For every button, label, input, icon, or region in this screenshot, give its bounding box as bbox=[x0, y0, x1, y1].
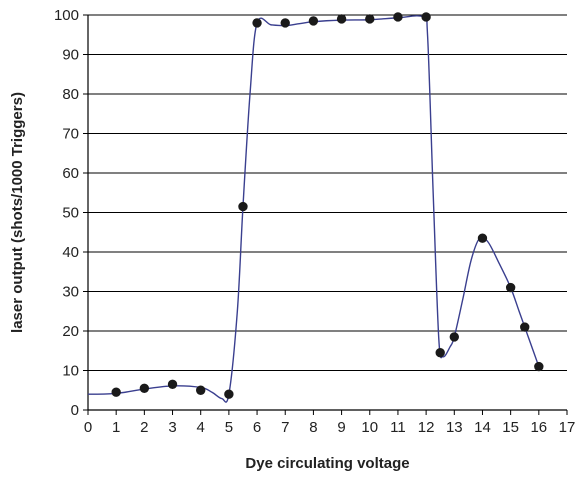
y-tick-label-30: 30 bbox=[62, 284, 79, 301]
x-tick-label-4: 4 bbox=[197, 419, 205, 436]
data-point-10 bbox=[365, 14, 375, 24]
x-tick-label-2: 2 bbox=[140, 419, 148, 436]
data-point-8 bbox=[308, 16, 319, 26]
x-tick-label-14: 14 bbox=[474, 419, 491, 436]
x-tick-label-11: 11 bbox=[390, 419, 406, 436]
y-tick-label-10: 10 bbox=[62, 363, 79, 380]
y-tick-label-50: 50 bbox=[62, 205, 79, 222]
x-tick-label-0: 0 bbox=[84, 419, 92, 436]
grid bbox=[88, 14, 567, 371]
x-tick-label-6: 6 bbox=[253, 419, 261, 436]
data-point-12 bbox=[421, 12, 431, 22]
data-point-16 bbox=[505, 282, 516, 293]
x-tick-label-13: 13 bbox=[446, 419, 463, 436]
data-point-13 bbox=[435, 348, 445, 358]
data-point-2 bbox=[167, 379, 178, 390]
data-point-1 bbox=[139, 383, 150, 393]
y-tick-label-20: 20 bbox=[62, 323, 79, 340]
y-tick-label-90: 90 bbox=[62, 47, 79, 64]
data-point-15 bbox=[477, 233, 488, 243]
data-point-0 bbox=[111, 387, 121, 397]
x-tick-label-17: 17 bbox=[559, 419, 576, 436]
x-tick-label-7: 7 bbox=[281, 419, 289, 436]
y-tick-label-60: 60 bbox=[62, 165, 79, 182]
y-tick-label-0: 0 bbox=[71, 402, 79, 419]
x-tick-label-10: 10 bbox=[361, 419, 378, 436]
data-point-18 bbox=[534, 361, 544, 372]
y-tick-label-40: 40 bbox=[62, 244, 79, 261]
x-tick-label-5: 5 bbox=[225, 419, 233, 436]
data-point-9 bbox=[336, 14, 347, 24]
y-tick-label-100: 100 bbox=[54, 7, 79, 24]
y-tick-label-80: 80 bbox=[62, 86, 79, 103]
axes bbox=[83, 14, 568, 415]
series-line bbox=[87, 15, 540, 403]
data-point-6 bbox=[252, 18, 262, 28]
markers bbox=[111, 12, 544, 399]
x-tick-label-16: 16 bbox=[530, 419, 547, 436]
x-tick-label-8: 8 bbox=[309, 419, 317, 436]
x-axis-title: Dye circulating voltage bbox=[245, 455, 409, 472]
x-tick-label-1: 1 bbox=[112, 419, 120, 436]
data-point-17 bbox=[520, 322, 530, 332]
data-point-14 bbox=[449, 332, 459, 342]
x-tick-label-3: 3 bbox=[168, 419, 176, 436]
plot-area bbox=[87, 15, 540, 403]
data-point-3 bbox=[196, 385, 206, 395]
data-point-4 bbox=[224, 389, 234, 399]
data-point-7 bbox=[280, 18, 290, 28]
x-tick-label-15: 15 bbox=[502, 419, 519, 436]
x-tick-label-12: 12 bbox=[418, 419, 435, 436]
data-point-11 bbox=[393, 12, 403, 22]
y-tick-label-70: 70 bbox=[62, 126, 79, 143]
data-point-5 bbox=[238, 201, 248, 212]
x-tick-label-9: 9 bbox=[337, 419, 345, 436]
y-axis-title: laser output (shots/1000 Triggers) bbox=[9, 92, 26, 333]
